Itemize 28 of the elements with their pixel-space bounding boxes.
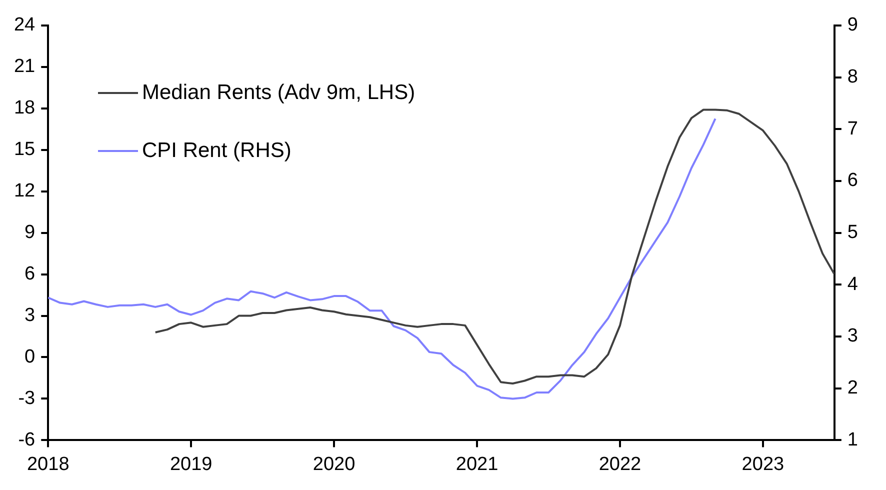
y2-tick-label: 3 bbox=[847, 326, 858, 347]
x-tick-label: 2018 bbox=[26, 454, 70, 475]
y-tick-label: 18 bbox=[14, 98, 36, 119]
y2-tick-label: 8 bbox=[847, 66, 858, 88]
y-tick-label: -3 bbox=[18, 388, 36, 409]
legend-label: Median Rents (Adv 9m, LHS) bbox=[142, 81, 416, 105]
x-tick-label: 2019 bbox=[170, 454, 212, 475]
y2-tick-label: 1 bbox=[847, 429, 858, 450]
y-tick-label: 24 bbox=[14, 14, 36, 36]
y-tick-label: 21 bbox=[14, 56, 36, 78]
x-tick-label: 2023 bbox=[742, 454, 784, 475]
y-tick-label: 0 bbox=[24, 346, 36, 368]
y2-tick-label: 2 bbox=[847, 378, 858, 399]
y-tick-label: 6 bbox=[24, 264, 36, 285]
y2-tick-label: 5 bbox=[847, 222, 858, 244]
y-tick-label: 15 bbox=[14, 139, 36, 160]
x-tick-label: 2021 bbox=[456, 454, 498, 475]
y2-tick-label: 4 bbox=[847, 274, 858, 295]
y-tick-label: 3 bbox=[24, 304, 36, 326]
x-tick-label: 2022 bbox=[598, 454, 642, 475]
y2-tick-label: 6 bbox=[847, 170, 858, 192]
y-tick-label: -6 bbox=[18, 429, 36, 450]
legend-label: CPI Rent (RHS) bbox=[142, 139, 292, 163]
y2-tick-label: 9 bbox=[847, 14, 858, 36]
y-tick-label: 9 bbox=[24, 222, 36, 244]
y2-tick-label: 7 bbox=[847, 118, 858, 140]
x-tick-label: 2020 bbox=[312, 454, 356, 475]
y-tick-label: 12 bbox=[14, 180, 36, 202]
